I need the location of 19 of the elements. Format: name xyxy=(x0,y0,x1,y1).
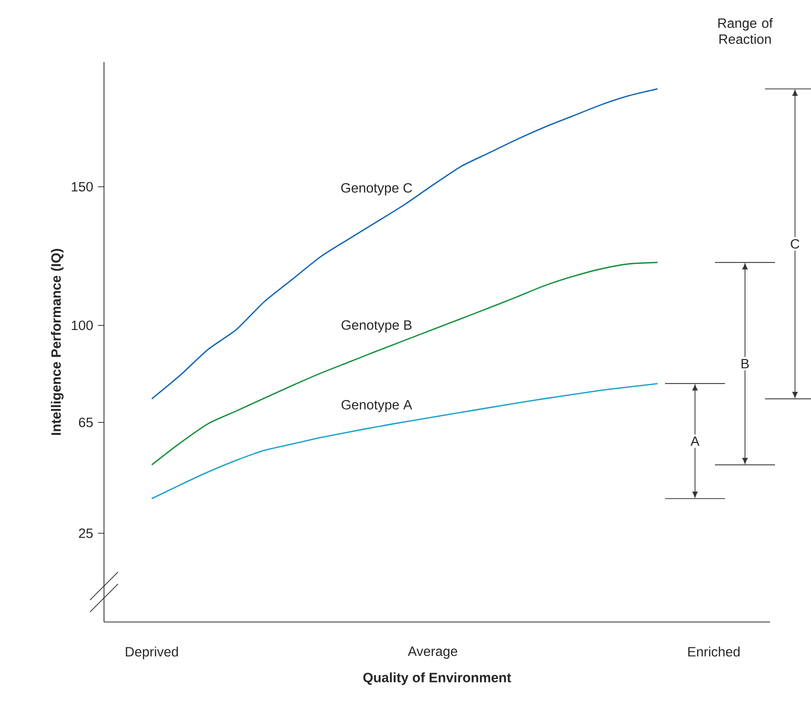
y-tick-label: 100 xyxy=(72,320,93,330)
x-tick-label: Enriched xyxy=(688,646,740,657)
x-tick-label: Average xyxy=(408,646,458,659)
line-series xyxy=(151,88,658,400)
x-axis-title: Quality of Environment xyxy=(363,672,512,685)
series-label: Genotype B xyxy=(342,320,412,332)
series-label: Genotype A xyxy=(342,400,412,412)
y-axis-title: Intelligence Performance (IQ) xyxy=(50,248,64,435)
x-tick-label: Deprived xyxy=(126,646,178,660)
line-series xyxy=(151,262,658,466)
text: B xyxy=(742,358,749,368)
y-tick-label: 65 xyxy=(78,418,93,428)
text: Range of Reaction xyxy=(718,18,773,44)
line-series xyxy=(151,382,658,500)
series-label: Genotype C xyxy=(341,183,412,196)
annotation: A xyxy=(690,436,700,446)
text: C xyxy=(790,239,800,249)
y-tick-label: 25 xyxy=(78,528,93,538)
y-tick-label: 150 xyxy=(72,182,93,192)
